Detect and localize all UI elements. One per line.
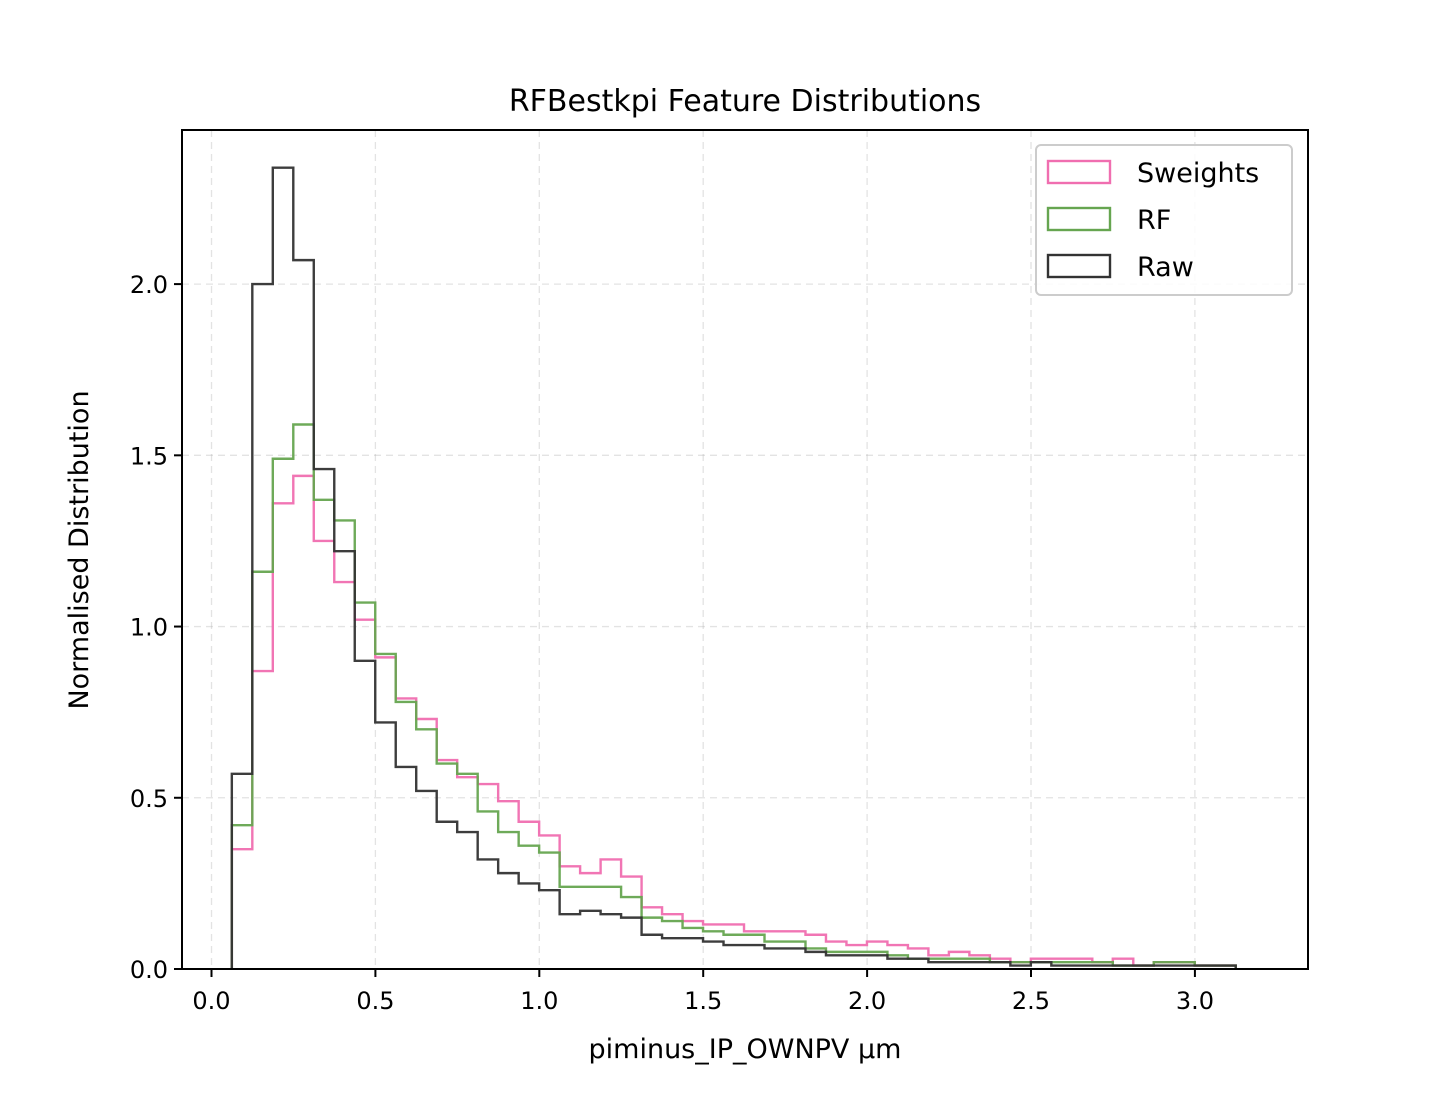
series-layer — [230, 166, 1237, 969]
legend-swatch-sweights — [1046, 159, 1112, 185]
chart-title: RFBestkpi Feature Distributions — [509, 84, 981, 119]
sweights-step-line — [230, 474, 1237, 969]
legend: Sweights RF Raw — [1035, 144, 1293, 296]
x-axis-label: piminus_IP_OWNPV µm — [589, 1034, 902, 1065]
y-tick-label: 2.0 — [130, 271, 168, 299]
y-axis-label: Normalised Distribution — [64, 390, 95, 709]
series-sweights — [230, 474, 1237, 969]
y-tick-label: 1.5 — [130, 442, 168, 470]
legend-label-raw: Raw — [1137, 252, 1194, 283]
y-tick-label: 0.5 — [130, 785, 168, 813]
legend-label-sweights: Sweights — [1137, 158, 1259, 189]
series-raw — [230, 166, 1237, 969]
x-tick-label: 1.0 — [520, 987, 558, 1015]
x-tick-label: 2.5 — [1012, 987, 1050, 1015]
plot-frame — [181, 129, 1309, 970]
legend-entries: Sweights RF Raw — [1046, 158, 1259, 283]
legend-swatch-rf — [1046, 206, 1112, 232]
x-tick-label: 2.0 — [848, 987, 886, 1015]
ticks-layer: 0.0 0.5 1.0 1.5 2.0 2.5 3.0 0.0 0.5 1.0 1.5 2.0 — [130, 271, 1214, 1015]
x-tick-label: 0.0 — [192, 987, 230, 1015]
x-tick-label: 3.0 — [1176, 987, 1214, 1015]
x-tick-label: 1.5 — [684, 987, 722, 1015]
raw-step-line — [230, 166, 1237, 969]
legend-label-rf: RF — [1137, 205, 1171, 236]
x-tick-label: 0.5 — [356, 987, 394, 1015]
y-tick-label: 1.0 — [130, 614, 168, 642]
y-tick-label: 0.0 — [130, 956, 168, 984]
legend-swatch-raw — [1046, 253, 1112, 279]
